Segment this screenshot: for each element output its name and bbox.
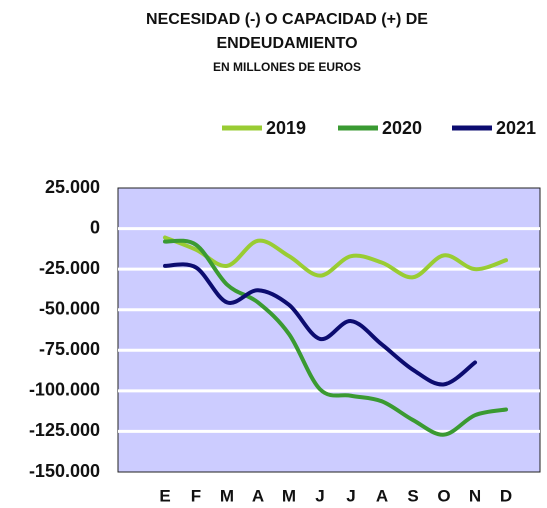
x-tick-label: J <box>315 486 324 505</box>
y-tick-label: -100.000 <box>29 380 100 400</box>
y-tick-label: -25.000 <box>39 258 100 278</box>
chart-title: ENDEUDAMIENTO <box>216 35 357 52</box>
y-tick-label: -75.000 <box>39 339 100 359</box>
chart-subtitle: EN MILLONES DE EUROS <box>213 60 361 74</box>
x-tick-label: E <box>159 486 170 505</box>
x-tick-label: O <box>437 486 450 505</box>
x-tick-label: S <box>407 486 418 505</box>
x-tick-label: N <box>469 486 481 505</box>
y-tick-label: 25.000 <box>45 177 100 197</box>
x-tick-label: M <box>220 486 234 505</box>
line <box>163 235 508 280</box>
line <box>163 262 477 387</box>
chart-title: NECESIDAD (-) O CAPACIDAD (+) DE <box>146 11 428 28</box>
x-tick-label: F <box>191 486 201 505</box>
x-tick-label: A <box>252 486 264 505</box>
y-tick-label: -125.000 <box>29 420 100 440</box>
x-tick-label: M <box>282 486 296 505</box>
line <box>163 238 508 437</box>
x-tick-label: D <box>500 486 512 505</box>
y-tick-label: -150.000 <box>29 461 100 481</box>
legend-label: 2021 <box>496 118 536 138</box>
x-tick-label: A <box>376 486 388 505</box>
y-tick-label: -50.000 <box>39 298 100 318</box>
y-tick-label: 0 <box>90 217 100 237</box>
x-tick-label: J <box>346 486 355 505</box>
plot-area <box>117 187 541 473</box>
legend-label: 2019 <box>266 118 306 138</box>
legend-label: 2020 <box>382 118 422 138</box>
